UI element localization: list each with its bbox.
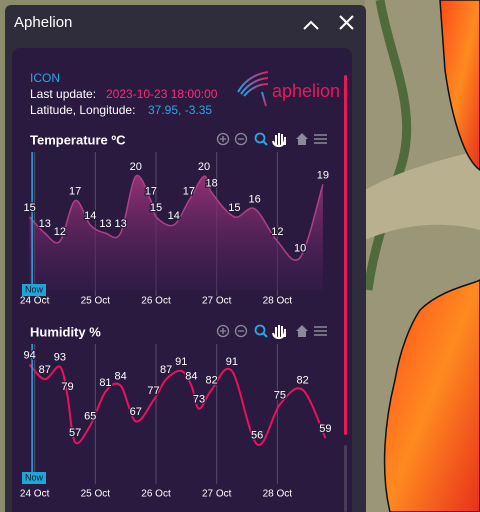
chart-title: Humidity %	[30, 324, 101, 339]
data-label: 13	[114, 218, 126, 230]
data-label: 73	[193, 394, 205, 406]
zoom-in-icon	[216, 132, 230, 146]
chart-toolbar	[216, 132, 327, 148]
zoom-icon	[254, 132, 266, 144]
x-tick-label: 25 Oct	[81, 489, 111, 500]
now-box	[22, 284, 46, 296]
logo-icon	[237, 71, 269, 107]
x-tick-label: 28 Oct	[263, 296, 293, 307]
zoom-icon	[262, 140, 268, 146]
coords: 37.95, -3.35	[148, 103, 212, 117]
zoom-in-icon	[220, 328, 226, 334]
data-label: 87	[39, 364, 51, 376]
logo: aphelion	[272, 81, 340, 101]
pan-icon	[272, 325, 286, 340]
close-button[interactable]	[339, 15, 354, 30]
data-label: 14	[168, 210, 180, 222]
line	[28, 363, 327, 446]
menu-icon	[314, 134, 327, 144]
x-tick-label: 24 Oct	[20, 489, 50, 500]
x-tick-label: 28 Oct	[263, 489, 293, 500]
collapse-button[interactable]	[303, 20, 319, 30]
coords-label: Latitude, Longitude:	[30, 103, 135, 117]
data-label: 17	[145, 186, 157, 198]
data-label: 10	[294, 242, 306, 254]
chart-toolbar	[216, 324, 327, 340]
data-label: 65	[84, 410, 96, 422]
x-tick-label: 26 Oct	[141, 296, 171, 307]
data-label: 94	[23, 350, 35, 362]
home-icon	[296, 325, 308, 337]
zoom-out-icon	[234, 324, 248, 338]
data-label: 84	[185, 371, 197, 383]
zoom-in-icon	[220, 136, 226, 142]
zoom-icon	[262, 332, 268, 338]
now-box	[22, 472, 46, 484]
x-tick-label: 27 Oct	[202, 489, 232, 500]
x-tick-label: 25 Oct	[81, 296, 111, 307]
data-label: 15	[150, 202, 162, 214]
data-label: 81	[99, 377, 111, 389]
data-label: 17	[69, 186, 81, 198]
data-label: 79	[61, 381, 73, 393]
data-label: 18	[206, 177, 218, 189]
model: ICON	[30, 71, 60, 85]
line	[29, 174, 324, 261]
data-label: 12	[54, 226, 66, 238]
now-label: Now	[25, 472, 44, 482]
data-label: 75	[274, 389, 286, 401]
data-label: 15	[23, 202, 35, 214]
window-title: Aphelion	[14, 14, 72, 31]
data-label: 16	[248, 194, 260, 206]
x-tick-label: 24 Oct	[20, 296, 50, 307]
last-update: 2023-10-23 18:00:00	[106, 87, 218, 101]
data-label: 82	[206, 375, 218, 387]
data-label: 13	[99, 218, 111, 230]
scrollbar-thumb[interactable]	[344, 75, 347, 435]
data-label: 84	[114, 371, 126, 383]
zoom-in-icon	[216, 324, 230, 338]
data-label: 19	[317, 169, 329, 181]
zoom-icon	[254, 324, 266, 336]
data-label: 82	[297, 375, 309, 387]
x-tick-label: 26 Oct	[141, 489, 171, 500]
data-label: 17	[183, 186, 195, 198]
data-label: 56	[251, 429, 263, 441]
data-label: 91	[226, 356, 238, 368]
data-label: 67	[130, 406, 142, 418]
now-label: Now	[25, 284, 44, 294]
data-label: 20	[130, 161, 142, 173]
home-icon	[296, 133, 308, 145]
data-label: 59	[319, 423, 331, 435]
data-label: 93	[54, 352, 66, 364]
last-update-label: Last update:	[30, 87, 96, 101]
data-label: 91	[175, 356, 187, 368]
data-label: 87	[160, 364, 172, 376]
zoom-out-icon	[234, 132, 248, 146]
menu-icon	[314, 326, 327, 336]
data-label: 12	[271, 226, 283, 238]
data-label: 14	[84, 210, 96, 222]
chart-title: Temperature ºC	[30, 132, 126, 147]
pan-icon	[272, 133, 286, 148]
data-label: 57	[69, 427, 81, 439]
data-label: 13	[39, 218, 51, 230]
data-label: 20	[198, 161, 210, 173]
area	[29, 175, 323, 290]
data-label: 77	[147, 385, 159, 397]
x-tick-label: 27 Oct	[202, 296, 232, 307]
scrollbar-track	[344, 445, 347, 512]
data-label: 15	[228, 202, 240, 214]
